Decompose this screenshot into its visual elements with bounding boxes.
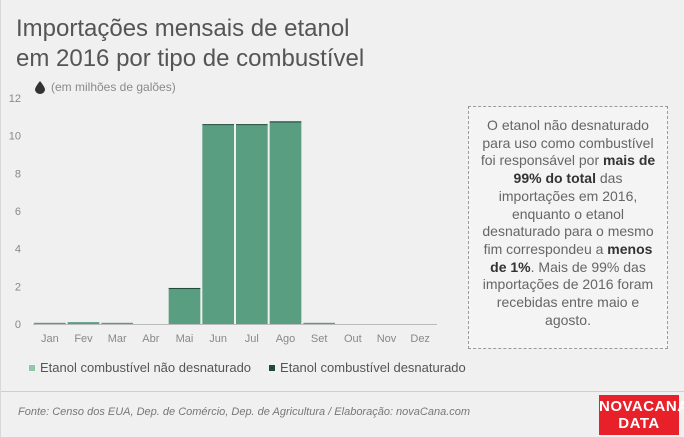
bar-non-denatured — [168, 289, 201, 324]
x-tick-label: Dez — [410, 333, 430, 345]
y-tick-label: 6 — [15, 206, 21, 218]
bar-non-denatured — [101, 322, 133, 324]
note-text-2: das importações em 2016, enquanto o etan… — [482, 170, 654, 257]
bar-denatured — [236, 124, 268, 126]
legend-swatch-denatured — [269, 364, 276, 371]
y-tick-label: 4 — [15, 244, 21, 256]
title-line-1: Importações mensais de etanol — [16, 15, 350, 42]
unit-label: (em milhões de galões) — [51, 80, 176, 94]
bar-non-denatured — [202, 125, 234, 324]
x-tick-label: Jul — [245, 333, 259, 345]
x-tick-label: Mai — [176, 333, 194, 345]
legend-item-denatured: Etanol combustível desnaturado — [269, 360, 466, 375]
bar-denatured — [269, 121, 302, 123]
legend-swatch-non-denatured — [29, 364, 35, 371]
y-tick-label: 12 — [9, 93, 21, 105]
x-tick-label: Ago — [276, 333, 296, 345]
x-tick-label: Nov — [377, 333, 397, 345]
footer-divider — [1, 391, 684, 392]
x-tick-label: Fev — [74, 333, 93, 345]
chart-legend: Etanol combustível não desnaturado Etano… — [29, 360, 484, 375]
note-bold-2: menos de 1% — [490, 240, 653, 275]
title-line-2: em 2016 por tipo de combustível — [16, 45, 365, 72]
source-note: Fonte: Censo dos EUA, Dep. de Comércio, … — [18, 406, 471, 418]
x-tick-label: Abr — [142, 333, 159, 345]
legend-label-non-denatured: Etanol combustível não desnaturado — [40, 360, 252, 375]
y-tick-label: 0 — [15, 319, 21, 331]
bar-non-denatured — [269, 122, 302, 324]
bar-denatured — [202, 124, 234, 126]
note-bold-1: mais de 99% do total — [513, 152, 656, 187]
x-tick-label: Jun — [209, 333, 227, 345]
legend-label-denatured: Etanol combustível desnaturado — [280, 360, 466, 375]
annotation-box: O etanol não desnaturado para uso como c… — [468, 106, 668, 349]
bar-non-denatured — [303, 322, 335, 324]
bar-non-denatured — [67, 322, 100, 324]
bar-non-denatured — [34, 322, 66, 324]
y-tick-label: 8 — [15, 168, 21, 180]
bar-chart: 0 2 4 6 8 10 12 Jan Fev Mar Abr Mai Jun Jul Ago Set Out N… — [9, 93, 437, 345]
note-text-3: . Mais de 99% das importações de 2016 fo… — [482, 258, 654, 328]
x-tick-label: Jan — [41, 333, 59, 345]
legend-item-non-denatured: Etanol combustível não desnaturado — [29, 360, 251, 375]
logo-line-1: NOVACANA — [599, 398, 684, 415]
bar-denatured — [168, 287, 201, 290]
y-tick-label: 10 — [9, 131, 21, 143]
bar-non-denatured — [236, 125, 268, 324]
y-tick-label: 2 — [15, 281, 21, 293]
note-text-1: O etanol não desnaturado para uso como c… — [480, 117, 654, 169]
x-tick-label: Set — [311, 333, 328, 345]
chart-title: Importações mensais de etanol em 2016 po… — [16, 14, 476, 74]
drop-icon — [35, 80, 45, 94]
x-tick-label: Out — [344, 333, 362, 345]
logo-line-2: DATA — [618, 415, 660, 432]
novacana-logo: NOVACANA DATA — [599, 395, 684, 435]
x-tick-label: Mar — [108, 333, 127, 345]
unit-label-row: (em milhões de galões) — [35, 80, 176, 94]
